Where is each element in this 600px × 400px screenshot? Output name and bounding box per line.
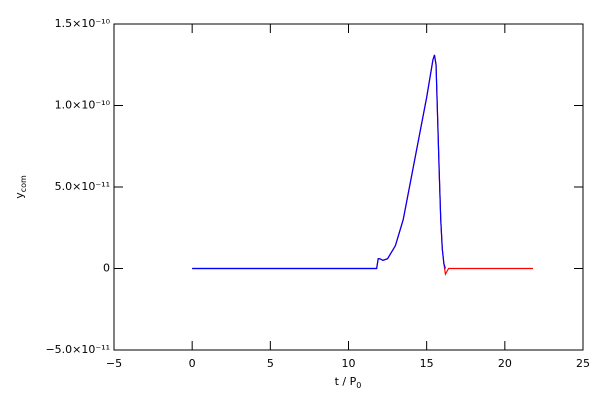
x-tick-label: 25 — [576, 357, 590, 370]
x-tick-label: 10 — [342, 357, 356, 370]
y-axis-label: ycom — [13, 175, 28, 199]
x-tick-label: 0 — [189, 357, 196, 370]
y-tick-label: −5.0×10⁻¹¹ — [45, 343, 110, 356]
x-tick-label: 20 — [498, 357, 512, 370]
data-line — [192, 54, 446, 270]
x-label-main: t / P — [335, 375, 357, 388]
plot-frame — [113, 23, 584, 351]
y-tick-label: 1.0×10⁻¹⁰ — [55, 99, 111, 112]
y-label-sub: com — [19, 175, 28, 192]
y-tick-label: 1.5×10⁻¹⁰ — [55, 17, 111, 30]
y-tick-label: 0 — [103, 262, 110, 275]
y-tick-label: 5.0×10⁻¹¹ — [55, 180, 110, 193]
y-label-main: y — [13, 192, 26, 199]
x-label-sub: 0 — [356, 381, 361, 390]
x-tick-label: 15 — [420, 357, 434, 370]
x-tick-label: 5 — [267, 357, 274, 370]
data-line — [192, 54, 533, 277]
x-axis-label: t / P0 — [335, 375, 362, 390]
x-tick-label: −5 — [106, 357, 122, 370]
